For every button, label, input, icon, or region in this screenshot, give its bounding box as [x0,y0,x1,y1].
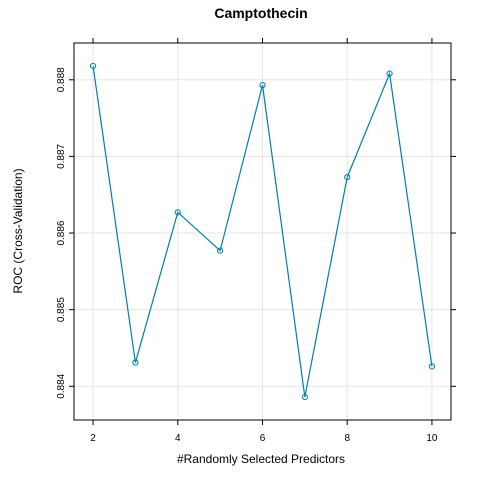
data-point [301,393,308,401]
series-line [92,65,433,398]
plot-frame [73,42,452,421]
y-tick-label: 0.887 [56,143,67,168]
chart-title: Camptothecin [214,5,307,21]
tick-labels: 2 4 6 8 10 0.884 0.885 0.886 0.887 0.888 [56,67,438,444]
x-axis-label: #Randomly Selected Predictors [177,452,345,466]
data-point [89,62,97,70]
data-point [174,209,181,216]
data-point [217,247,224,254]
x-tick-label: 4 [175,433,181,444]
series-layer [89,62,436,401]
y-tick-label: 0.884 [56,373,67,398]
x-tick-label: 6 [260,433,266,444]
axis-ticks [69,38,456,425]
data-point [259,82,266,89]
y-tick-label: 0.886 [56,220,67,245]
x-tick-label: 2 [90,433,96,444]
grid [74,43,451,420]
x-tick-label: 8 [344,433,350,444]
data-point [132,359,139,366]
y-tick-label: 0.888 [56,67,67,92]
x-tick-label: 10 [426,433,438,444]
data-point [344,173,351,181]
data-point [386,70,393,77]
y-axis-label: ROC (Cross-Validation) [11,168,25,293]
y-tick-label: 0.885 [56,297,67,322]
data-point [428,363,436,370]
